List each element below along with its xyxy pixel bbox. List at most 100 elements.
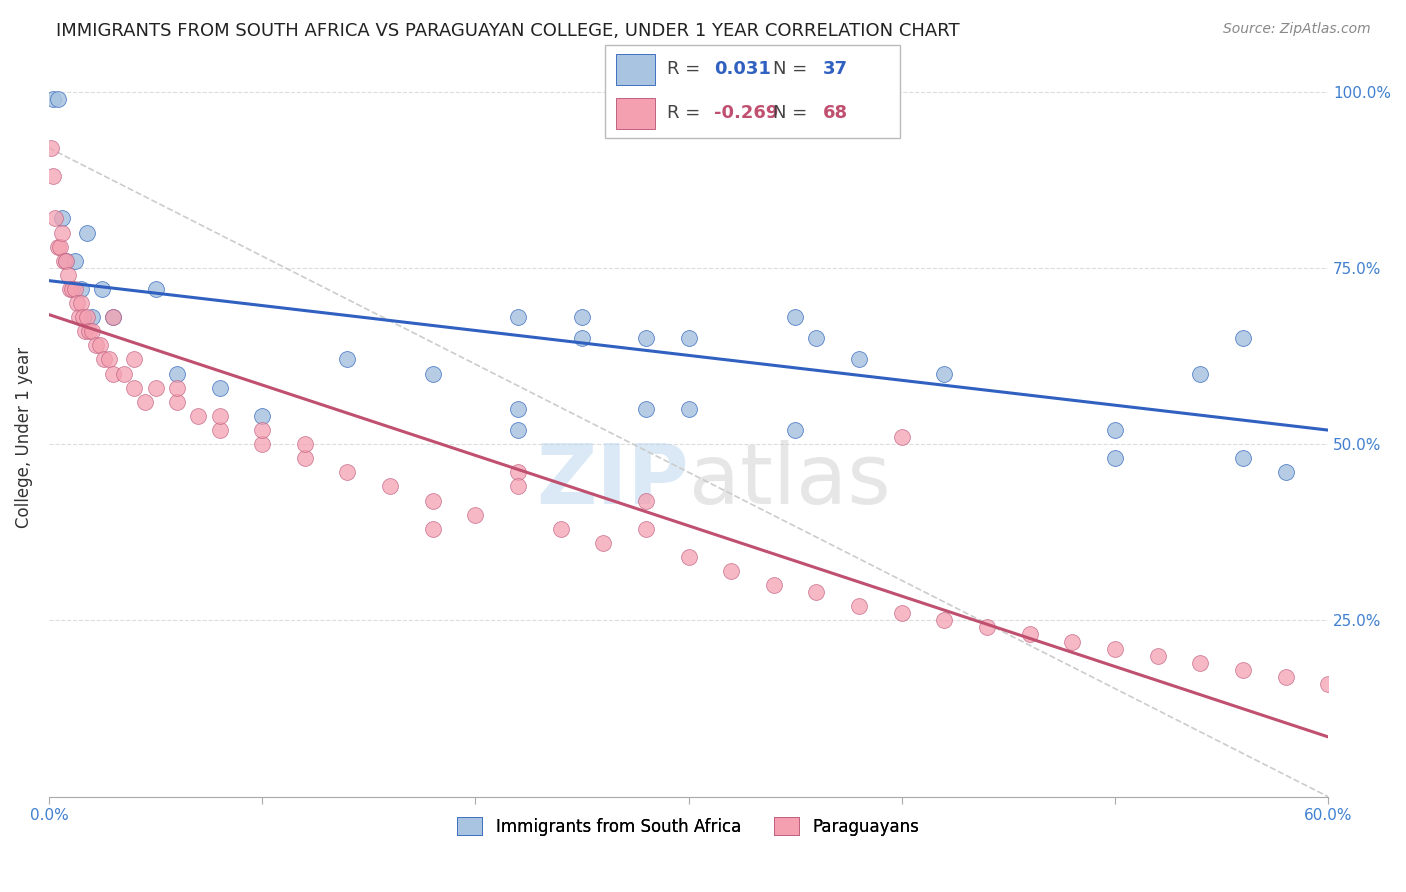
Point	[67, 310, 90, 325]
Point	[550, 522, 572, 536]
Point	[250, 409, 273, 423]
Point	[634, 401, 657, 416]
Point	[56, 268, 79, 282]
Point	[571, 310, 593, 325]
Point	[506, 465, 529, 479]
Point	[506, 423, 529, 437]
Text: 37: 37	[823, 61, 848, 78]
Point	[76, 226, 98, 240]
Point	[848, 352, 870, 367]
Point	[294, 451, 316, 466]
Point	[678, 549, 700, 564]
Point	[720, 564, 742, 578]
Point	[101, 310, 124, 325]
Text: -0.269: -0.269	[714, 104, 778, 122]
Point	[208, 423, 231, 437]
Point	[422, 493, 444, 508]
Point	[91, 282, 114, 296]
Point	[187, 409, 209, 423]
FancyBboxPatch shape	[616, 98, 655, 129]
FancyBboxPatch shape	[605, 45, 900, 138]
Point	[76, 310, 98, 325]
Point	[634, 493, 657, 508]
Point	[506, 310, 529, 325]
Point	[55, 253, 77, 268]
Point	[80, 310, 103, 325]
Point	[39, 141, 62, 155]
Point	[59, 282, 82, 296]
Point	[1274, 670, 1296, 684]
Point	[42, 92, 65, 106]
Point	[1232, 663, 1254, 677]
Point	[976, 620, 998, 634]
Point	[1189, 367, 1212, 381]
Point	[678, 401, 700, 416]
Point	[785, 423, 807, 437]
Text: R =: R =	[666, 61, 706, 78]
Point	[44, 211, 66, 226]
Point	[46, 240, 69, 254]
Point	[112, 367, 135, 381]
Text: Source: ZipAtlas.com: Source: ZipAtlas.com	[1223, 22, 1371, 37]
Point	[89, 338, 111, 352]
Text: 68: 68	[823, 104, 848, 122]
Point	[1189, 656, 1212, 670]
Point	[51, 226, 73, 240]
Point	[101, 367, 124, 381]
Point	[63, 282, 86, 296]
Point	[122, 352, 145, 367]
Point	[806, 331, 828, 345]
Point	[166, 381, 188, 395]
Point	[46, 92, 69, 106]
Point	[75, 324, 97, 338]
Point	[506, 401, 529, 416]
Text: N =: N =	[773, 104, 813, 122]
Point	[592, 536, 614, 550]
Point	[52, 253, 75, 268]
Point	[122, 381, 145, 395]
Text: N =: N =	[773, 61, 813, 78]
Point	[934, 367, 956, 381]
Point	[134, 394, 156, 409]
Point	[70, 282, 93, 296]
Point	[63, 253, 86, 268]
Point	[1104, 451, 1126, 466]
FancyBboxPatch shape	[616, 54, 655, 85]
Point	[1062, 634, 1084, 648]
Point	[848, 599, 870, 614]
Point	[66, 296, 89, 310]
Point	[785, 310, 807, 325]
Point	[422, 367, 444, 381]
Point	[634, 331, 657, 345]
Point	[1232, 331, 1254, 345]
Point	[678, 331, 700, 345]
Point	[634, 522, 657, 536]
Point	[422, 522, 444, 536]
Point	[1274, 465, 1296, 479]
Text: atlas: atlas	[689, 440, 890, 521]
Point	[97, 352, 120, 367]
Point	[890, 607, 912, 621]
Point	[79, 324, 101, 338]
Text: R =: R =	[666, 104, 706, 122]
Point	[1018, 627, 1040, 641]
Point	[51, 211, 73, 226]
Point	[1146, 648, 1168, 663]
Point	[48, 240, 70, 254]
Point	[208, 381, 231, 395]
Point	[93, 352, 115, 367]
Point	[890, 430, 912, 444]
Point	[166, 394, 188, 409]
Point	[42, 169, 65, 183]
Point	[166, 367, 188, 381]
Legend: Immigrants from South Africa, Paraguayans: Immigrants from South Africa, Paraguayan…	[451, 811, 927, 842]
Point	[506, 479, 529, 493]
Point	[336, 352, 359, 367]
Point	[1232, 451, 1254, 466]
Point	[294, 437, 316, 451]
Point	[62, 282, 84, 296]
Point	[934, 614, 956, 628]
Point	[1104, 423, 1126, 437]
Text: ZIP: ZIP	[536, 440, 689, 521]
Point	[571, 331, 593, 345]
